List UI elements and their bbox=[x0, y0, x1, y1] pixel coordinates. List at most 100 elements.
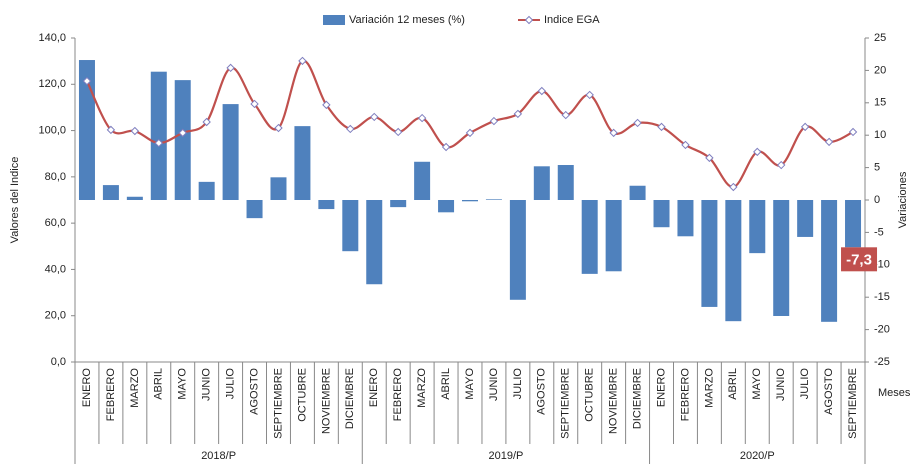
x-tick-label: MAYO bbox=[751, 368, 763, 400]
x-tick-label: MARZO bbox=[129, 368, 141, 408]
x-tick-label: MAYO bbox=[464, 368, 476, 400]
marker bbox=[753, 147, 762, 157]
bar bbox=[222, 104, 239, 200]
y-tick-label: 80,0 bbox=[45, 171, 66, 183]
marker bbox=[441, 142, 451, 152]
y2-tick-label: -25 bbox=[874, 356, 890, 368]
x-tick-label: ENERO bbox=[368, 368, 380, 408]
bar bbox=[246, 200, 263, 219]
bar bbox=[557, 165, 574, 200]
y-tick-label: 0,0 bbox=[51, 356, 66, 368]
x-tick-label: DICIEMBRE bbox=[344, 368, 356, 429]
data-label: -7,3 bbox=[841, 247, 878, 272]
marker bbox=[202, 117, 211, 127]
bar bbox=[318, 200, 335, 210]
bar bbox=[438, 200, 455, 213]
y2-tick-label: 25 bbox=[874, 32, 886, 44]
bar bbox=[677, 200, 694, 237]
bar bbox=[270, 177, 287, 200]
marker bbox=[130, 126, 140, 136]
marker bbox=[322, 100, 331, 110]
x-tick-label: JULIO bbox=[799, 368, 811, 400]
y2-tick-label: 20 bbox=[874, 64, 886, 76]
bar bbox=[701, 200, 718, 307]
marker bbox=[370, 112, 379, 122]
y2-tick-label: -15 bbox=[874, 291, 890, 303]
bar bbox=[414, 161, 431, 200]
y2-axis-title: Variaciones bbox=[897, 171, 909, 228]
x-tick-label: OCTUBRE bbox=[584, 368, 596, 422]
bar bbox=[533, 166, 550, 200]
legend-marker bbox=[524, 15, 534, 25]
data-label-text: -7,3 bbox=[846, 251, 872, 268]
marker bbox=[465, 128, 475, 138]
x-tick-label: ABRIL bbox=[440, 368, 452, 400]
y-tick-label: 140,0 bbox=[38, 32, 66, 44]
y-tick-label: 120,0 bbox=[38, 78, 66, 90]
marker bbox=[154, 138, 163, 148]
bar bbox=[725, 200, 742, 322]
marker bbox=[824, 137, 834, 147]
marker bbox=[681, 140, 690, 150]
x-tick-label: SEPTIEMBRE bbox=[560, 368, 572, 439]
bar bbox=[294, 126, 311, 200]
y-tick-label: 60,0 bbox=[45, 217, 66, 229]
x-tick-label: JULIO bbox=[512, 368, 524, 400]
x-tick-label: DICIEMBRE bbox=[631, 368, 643, 429]
bar bbox=[342, 200, 359, 252]
bar bbox=[102, 185, 119, 200]
marker bbox=[537, 86, 547, 96]
y-axis-title: Valores del Indice bbox=[9, 157, 21, 244]
marker bbox=[298, 56, 307, 66]
marker bbox=[106, 125, 116, 135]
bar bbox=[821, 200, 838, 322]
x-tick-label: MARZO bbox=[703, 368, 715, 408]
x-tick-label: FEBRERO bbox=[679, 368, 691, 422]
x-tick-label: JUNIO bbox=[201, 368, 213, 401]
bar bbox=[581, 200, 598, 274]
data-label-box bbox=[841, 247, 878, 272]
marker bbox=[346, 124, 355, 134]
x-tick-label: ENERO bbox=[655, 368, 667, 408]
x-tick-label: ENERO bbox=[81, 368, 93, 408]
bar bbox=[773, 200, 790, 316]
x-tick-label: NOVIEMBRE bbox=[320, 368, 332, 434]
x-tick-label: AGOSTO bbox=[823, 368, 835, 415]
legend-swatch bbox=[323, 15, 345, 25]
y2-tick-label: -10 bbox=[874, 259, 890, 271]
marker bbox=[393, 127, 403, 137]
y2-tick-label: 5 bbox=[874, 162, 880, 174]
marker bbox=[561, 110, 570, 120]
marker bbox=[274, 123, 283, 133]
marker bbox=[226, 63, 235, 73]
y-tick-label: 40,0 bbox=[45, 263, 66, 275]
marker bbox=[800, 122, 810, 132]
marker bbox=[705, 153, 714, 163]
y2-tick-label: 10 bbox=[874, 129, 886, 141]
bar bbox=[174, 80, 191, 200]
marker bbox=[178, 128, 187, 138]
marker bbox=[633, 118, 642, 128]
marker bbox=[585, 90, 594, 100]
x-tick-label: JULIO bbox=[225, 368, 237, 400]
x-tick-label: FEBRERO bbox=[392, 368, 404, 422]
x-tick-label: JUNIO bbox=[488, 368, 500, 401]
bar bbox=[653, 200, 670, 228]
marker bbox=[848, 127, 858, 137]
y-tick-label: 100,0 bbox=[38, 124, 66, 136]
bar bbox=[462, 200, 478, 202]
bar bbox=[749, 200, 766, 254]
marker bbox=[489, 116, 499, 126]
x-tick-label: MARZO bbox=[416, 368, 428, 408]
y-tick-label: 20,0 bbox=[45, 310, 66, 322]
x-tick-label: MAYO bbox=[177, 368, 189, 400]
group-label: 2020/P bbox=[740, 450, 775, 462]
marker bbox=[657, 122, 666, 132]
x-tick-label: FEBRERO bbox=[105, 368, 117, 422]
bar bbox=[485, 199, 502, 200]
x-tick-label: AGOSTO bbox=[536, 368, 548, 415]
x-tick-label: AGOSTO bbox=[248, 368, 260, 415]
x-tick-label: JUNIO bbox=[775, 368, 787, 401]
marker bbox=[82, 76, 92, 86]
x-tick-label: SEPTIEMBRE bbox=[272, 368, 284, 439]
